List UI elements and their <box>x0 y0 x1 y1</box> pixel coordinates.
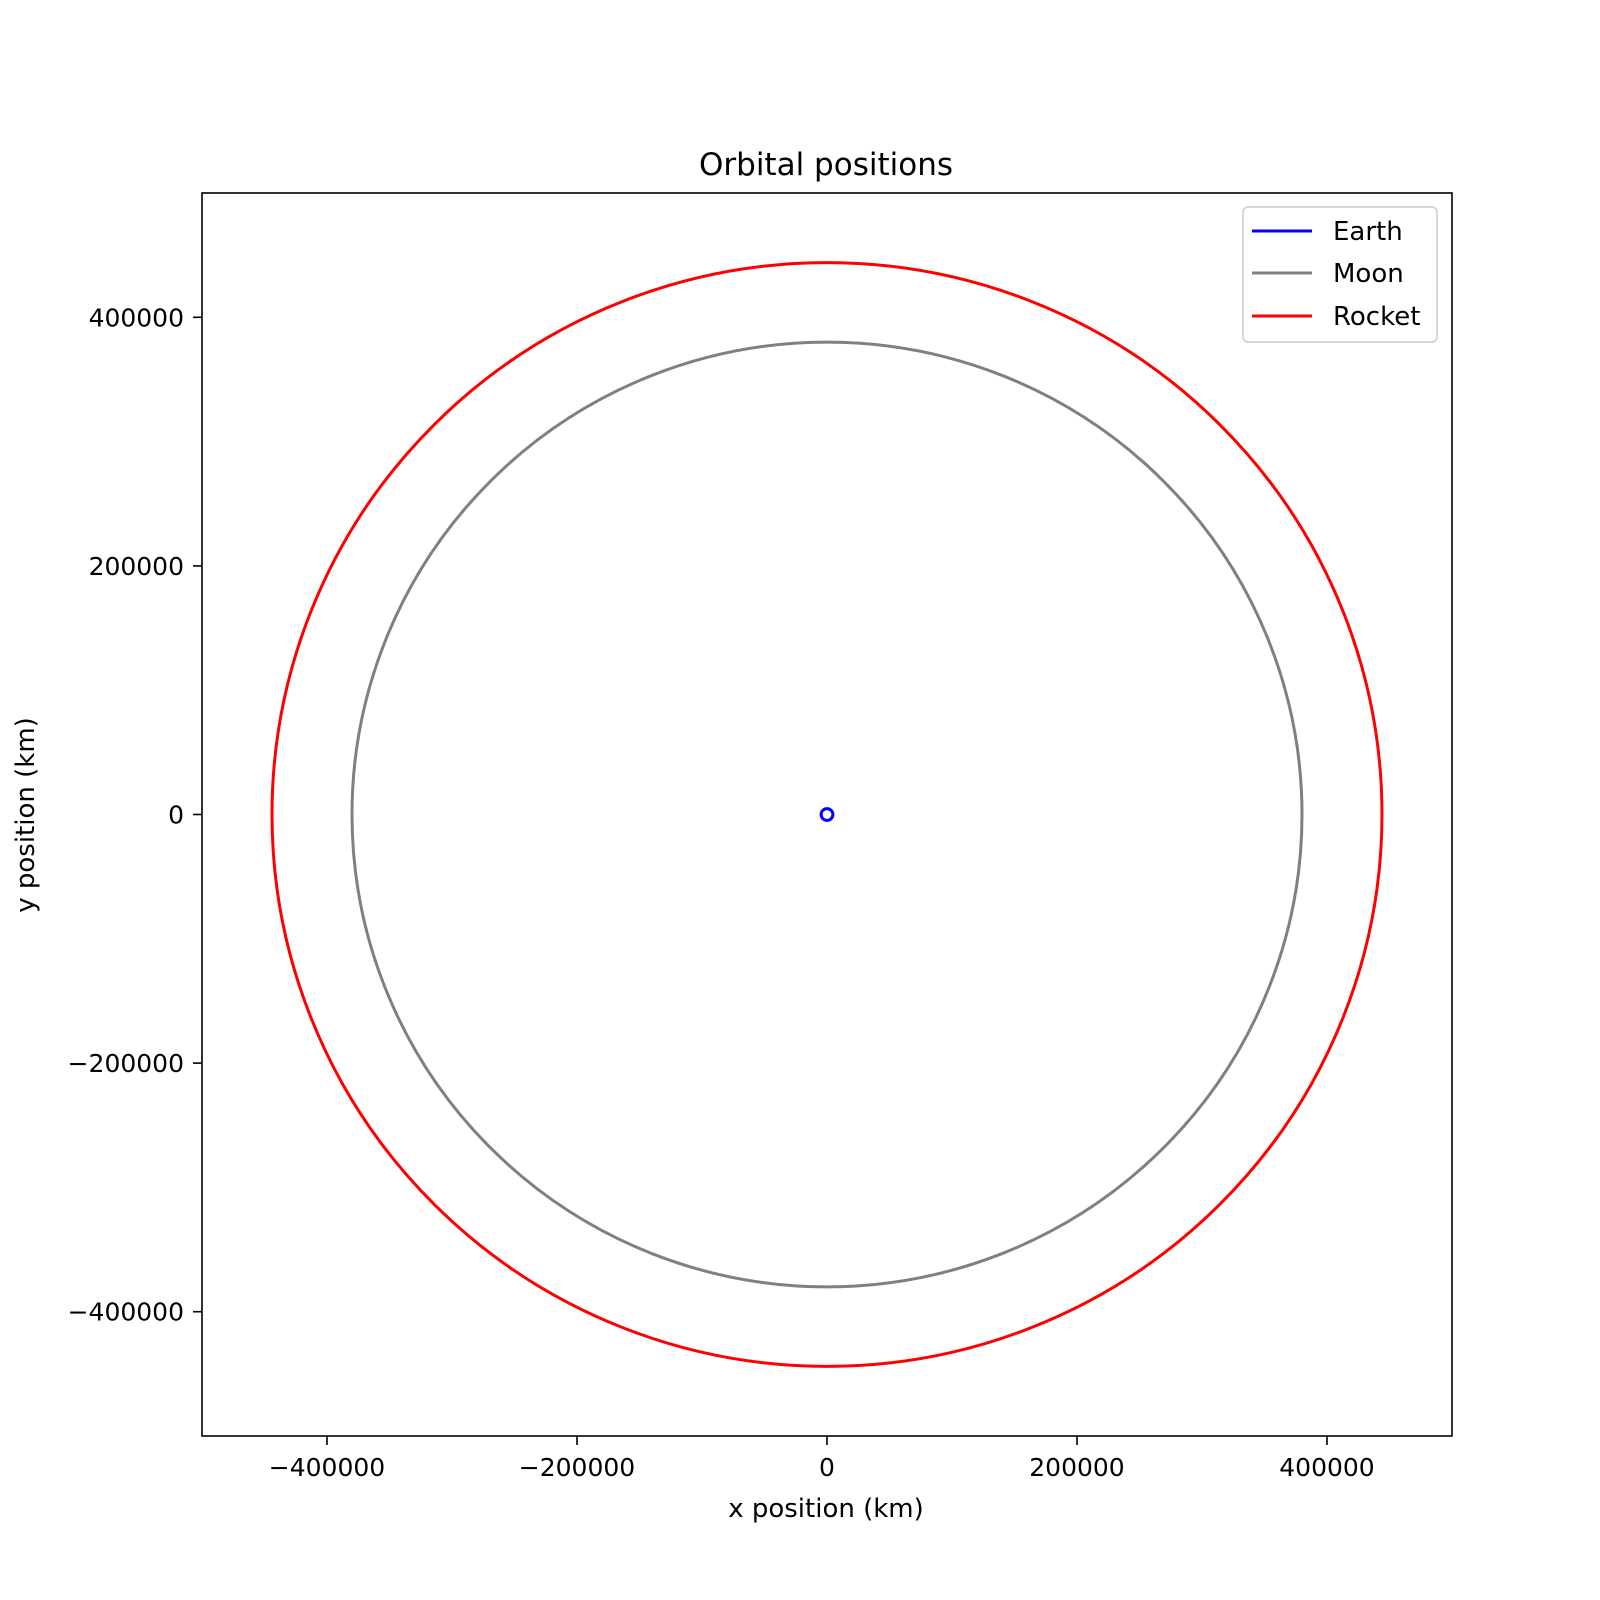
x-tick-label: 200000 <box>1029 1453 1124 1482</box>
y-tick-label: 0 <box>168 801 184 830</box>
legend-label-moon: Moon <box>1333 259 1404 289</box>
series-layer <box>270 261 1384 1368</box>
chart-title: Orbital positions <box>699 147 953 183</box>
plot-area <box>201 192 1453 1437</box>
x-tick-label: 0 <box>819 1453 835 1482</box>
legend-frame <box>1242 206 1438 343</box>
legend-label-earth: Earth <box>1333 217 1403 247</box>
y-axis-label: y position (km) <box>11 717 41 913</box>
y-tick-label: 400000 <box>89 303 184 332</box>
plot-background <box>202 193 1452 1436</box>
x-tick-label: 400000 <box>1279 1453 1374 1482</box>
series-earth-path <box>819 807 835 822</box>
series-rocket-path <box>270 261 1384 1368</box>
legend-label-rocket: Rocket <box>1333 302 1420 332</box>
legend: Earth Moon Rocket <box>1242 206 1438 343</box>
x-axis: −400000 −200000 0 200000 400000 <box>269 1436 1375 1482</box>
x-tick-label: −400000 <box>269 1453 385 1482</box>
series-moon-path <box>350 340 1304 1289</box>
y-tick-label: 200000 <box>89 552 184 581</box>
y-tick-label: −200000 <box>68 1049 184 1078</box>
x-axis-label: x position (km) <box>728 1494 924 1524</box>
y-axis: −400000 −200000 0 200000 400000 <box>68 303 202 1327</box>
y-tick-label: −400000 <box>68 1298 184 1327</box>
x-tick-label: −200000 <box>519 1453 635 1482</box>
